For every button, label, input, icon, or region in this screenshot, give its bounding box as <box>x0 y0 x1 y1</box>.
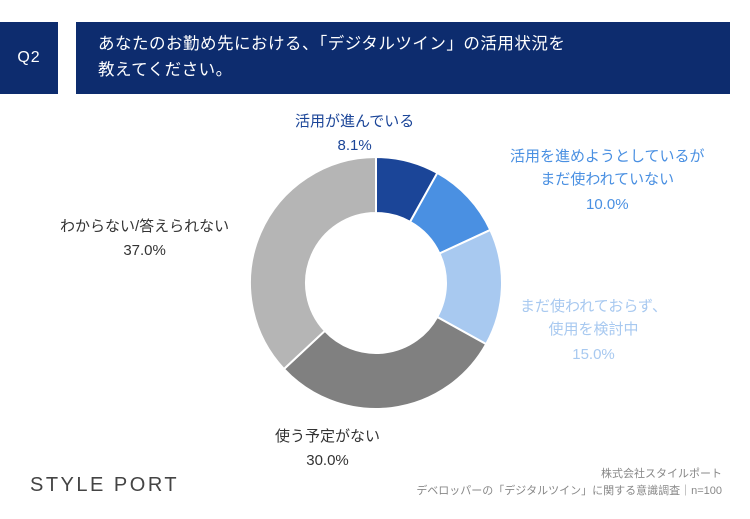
slice-label: 使う予定がない 30.0% <box>275 425 380 473</box>
slice-label: わからない/答えられない 37.0% <box>60 215 229 263</box>
donut-chart-area: 活用が進んでいる 8.1% 活用を進めようとしているがまだ使われていない 10.0% ま… <box>0 105 750 485</box>
credit-line1: 株式会社スタイルポート <box>416 466 722 483</box>
slice-label-pct: 8.1% <box>295 134 414 157</box>
slice-label-pct: 10.0% <box>510 193 705 216</box>
slice-label: 活用を進めようとしているがまだ使われていない 10.0% <box>510 145 705 216</box>
question-title-text: あなたのお勤め先における、「デジタルツイン」の活用状況を教えてください。 <box>98 32 565 83</box>
slice-label-text: 使う予定がない <box>275 428 380 445</box>
question-title: あなたのお勤め先における、「デジタルツイン」の活用状況を教えてください。 <box>76 22 730 94</box>
slice-label-text: わからない/答えられない <box>60 218 229 235</box>
slice-label-pct: 30.0% <box>275 449 380 472</box>
donut-slice <box>250 157 376 369</box>
brand-logo: STYLE PORT <box>30 474 179 497</box>
question-header: Q2 あなたのお勤め先における、「デジタルツイン」の活用状況を教えてください。 <box>0 22 730 94</box>
slice-label: まだ使われておらず、使用を検討中 15.0% <box>520 295 667 366</box>
slice-label: 活用が進んでいる 8.1% <box>295 110 414 158</box>
slice-label-pct: 37.0% <box>60 239 229 262</box>
question-number-badge: Q2 <box>0 22 58 94</box>
credit-line2: デベロッパーの「デジタルツイン」に関する意識調査｜n=100 <box>416 483 722 500</box>
header-gap <box>58 22 76 94</box>
slice-label-text: 活用が進んでいる <box>295 113 414 130</box>
brand-part1: STYLE <box>30 474 114 496</box>
slice-label-text: 活用を進めようとしているがまだ使われていない <box>510 148 705 188</box>
donut-chart-svg <box>250 157 502 409</box>
brand-part2: PORT <box>114 474 179 496</box>
slice-label-text: まだ使われておらず、使用を検討中 <box>520 298 667 338</box>
slice-label-pct: 15.0% <box>520 343 667 366</box>
credit-block: 株式会社スタイルポート デベロッパーの「デジタルツイン」に関する意識調査｜n=1… <box>416 466 722 499</box>
